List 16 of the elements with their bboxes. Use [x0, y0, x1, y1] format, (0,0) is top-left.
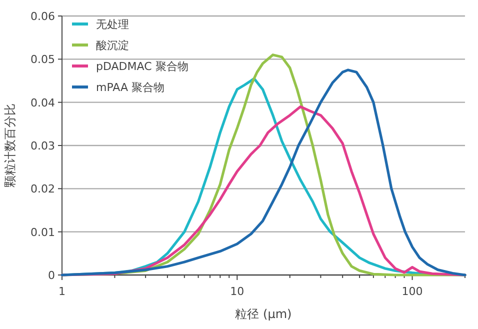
legend-label: 酸沉淀	[96, 39, 129, 52]
legend-label: pDADMAC 聚合物	[96, 60, 188, 73]
x-tick-label: 100	[402, 285, 423, 298]
legend-label: 无处理	[96, 18, 129, 31]
y-tick-label: 0.04	[30, 96, 55, 110]
y-axis-title: 颗粒计数百分比	[3, 104, 17, 188]
y-tick-label: 0.06	[30, 10, 55, 23]
x-tick-label: 10	[230, 285, 244, 298]
y-tick-label: 0.03	[30, 140, 55, 152]
y-tick-label: 0	[48, 269, 55, 282]
x-tick-label: 1	[58, 285, 66, 298]
y-tick-label: 0.02	[30, 182, 55, 196]
x-axis-title: 粒径 (μm)	[235, 307, 292, 321]
y-tick-label: 0.05	[30, 53, 55, 66]
legend-label: mPAA 聚合物	[96, 81, 164, 94]
y-tick-label: 0.01	[30, 226, 55, 239]
